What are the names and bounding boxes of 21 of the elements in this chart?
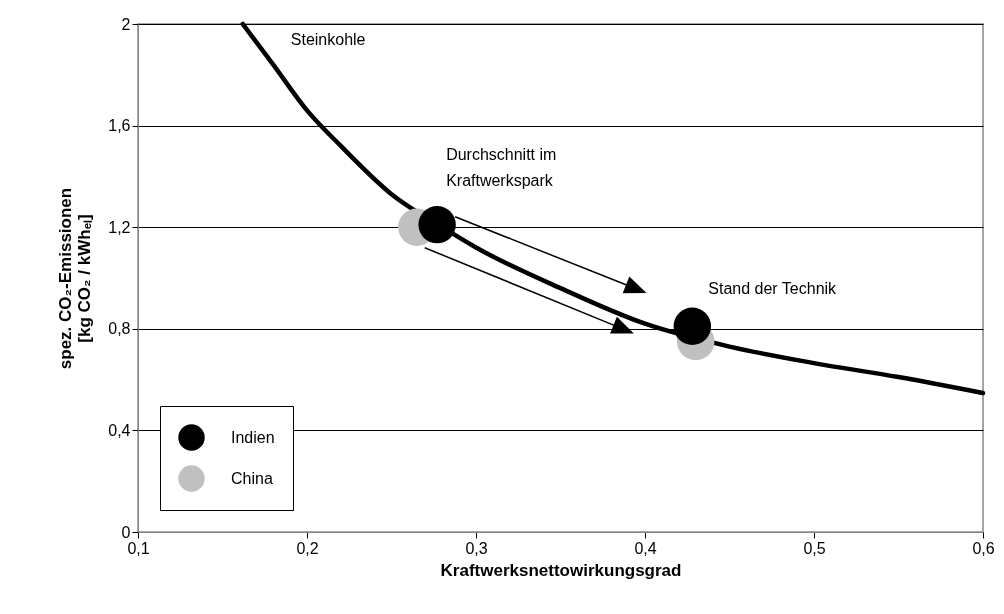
x-tick-label: 0,2 bbox=[296, 539, 319, 557]
y-tick-label: 1,6 bbox=[108, 117, 131, 135]
series-label: Steinkohle bbox=[290, 31, 366, 48]
legend-label: China bbox=[231, 469, 273, 487]
x-tick-label: 0,1 bbox=[127, 539, 150, 557]
annotation: Stand der Technik bbox=[708, 280, 838, 298]
y-tick-label: 2 bbox=[121, 15, 131, 33]
x-tick-label: 0,5 bbox=[803, 539, 826, 557]
x-axis-title: Kraftwerksnettowirkungsgrad bbox=[440, 560, 682, 580]
point bbox=[418, 205, 456, 244]
x-tick-label: 0,6 bbox=[972, 539, 995, 557]
x-tick-label: 0,4 bbox=[634, 539, 657, 557]
x-tick-label: 0,3 bbox=[465, 539, 488, 557]
y-tick-label: 1,2 bbox=[108, 218, 131, 236]
y-tick-label: 0,8 bbox=[108, 320, 131, 338]
y-axis-title: spez. CO₂-Emissionen [kg CO₂ / kWhₑₗ] bbox=[56, 187, 95, 370]
legend-label: Indien bbox=[231, 428, 275, 446]
y-tick-label: 0,4 bbox=[108, 421, 131, 439]
annotation: Durchschnitt im Kraftwerkspark bbox=[446, 145, 557, 189]
point bbox=[673, 307, 712, 345]
y-tick-label: 0 bbox=[121, 523, 131, 541]
